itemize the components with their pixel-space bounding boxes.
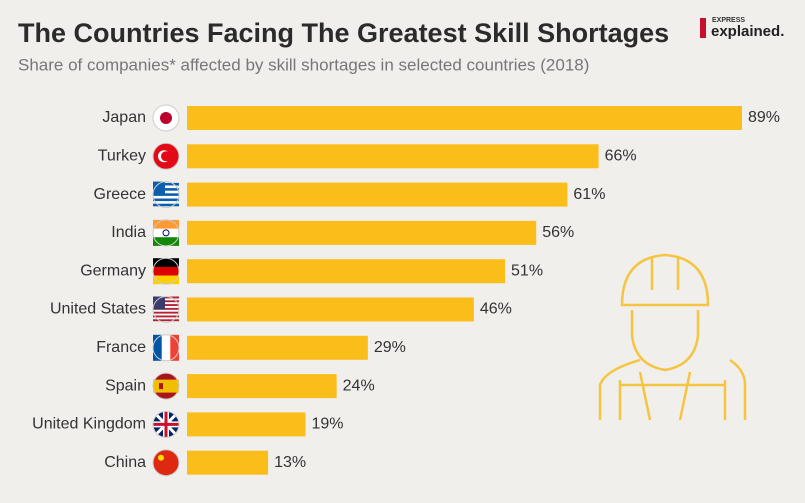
flag	[153, 307, 179, 310]
flag	[170, 334, 179, 361]
bar	[187, 144, 599, 169]
flag	[153, 237, 179, 246]
flag-icon	[152, 142, 180, 170]
flag	[153, 296, 179, 299]
value-label: 61%	[573, 186, 605, 203]
bar	[187, 374, 337, 399]
value-label: 66%	[605, 148, 637, 165]
flag	[153, 182, 179, 186]
value-label: 46%	[480, 301, 512, 318]
category-label: India	[111, 224, 146, 241]
category-label: Greece	[94, 186, 147, 203]
flag	[158, 454, 164, 461]
flag	[153, 258, 179, 267]
flag-icon	[152, 219, 180, 247]
flag	[153, 219, 179, 229]
value-label: 29%	[374, 339, 406, 356]
flag-border	[152, 449, 180, 477]
flag-icon	[152, 257, 180, 285]
flag	[153, 300, 179, 303]
flag-border	[152, 372, 180, 400]
flag-icon	[152, 410, 180, 438]
bar	[187, 297, 474, 322]
category-label: Spain	[105, 377, 146, 394]
flag-icon	[152, 296, 180, 323]
bar	[187, 412, 306, 437]
logo-mark	[700, 18, 706, 38]
flag-icon	[152, 449, 180, 477]
flag	[153, 193, 179, 196]
flag-border	[152, 181, 180, 209]
chart-title: The Countries Facing The Greatest Skill …	[18, 18, 669, 48]
flag	[153, 379, 179, 393]
category-label: Turkey	[98, 148, 146, 165]
bar	[187, 220, 537, 245]
flag-border	[152, 257, 180, 285]
category-label: China	[104, 454, 146, 471]
flag	[153, 411, 179, 438]
value-label: 13%	[274, 454, 306, 471]
flag	[160, 112, 172, 124]
bar	[187, 450, 269, 475]
flag-border	[152, 142, 180, 170]
category-label: Japan	[102, 109, 146, 126]
flag	[153, 311, 179, 314]
flag	[153, 275, 179, 285]
category-label: United Kingdom	[32, 416, 146, 433]
flag-border	[152, 104, 180, 132]
flag-icon	[152, 372, 180, 400]
flag	[161, 151, 171, 162]
flag	[153, 315, 179, 318]
flag	[153, 319, 179, 322]
value-label: 51%	[511, 262, 543, 279]
flag-icon	[152, 104, 180, 132]
category-label: Germany	[80, 262, 146, 279]
category-label: United States	[50, 301, 146, 318]
logo-main: explained.	[711, 23, 784, 40]
flag-border	[152, 219, 180, 247]
flag-icon	[152, 181, 180, 209]
flag	[159, 383, 163, 390]
flag-border	[152, 334, 180, 362]
bar	[187, 335, 368, 360]
bar	[187, 182, 568, 207]
logo: EXPRESS explained.	[700, 17, 784, 40]
value-label: 89%	[748, 109, 780, 126]
flag	[153, 296, 165, 310]
value-label: 56%	[542, 224, 574, 241]
flag-border	[152, 410, 180, 438]
flag-border	[152, 296, 180, 323]
category-label: France	[96, 339, 146, 356]
value-label: 24%	[343, 377, 375, 394]
flag	[153, 188, 179, 191]
flag	[162, 229, 170, 237]
flag-icon	[152, 334, 180, 362]
bar	[187, 259, 506, 284]
flag	[153, 181, 165, 194]
flag	[153, 198, 179, 202]
value-label: 19%	[311, 416, 343, 433]
worker-icon	[598, 253, 747, 421]
chart-subtitle: Share of companies* affected by skill sh…	[18, 55, 589, 74]
flag	[153, 203, 179, 207]
bar	[187, 106, 742, 130]
flag	[153, 304, 179, 306]
logo-small: EXPRESS	[712, 17, 745, 24]
flag	[153, 334, 162, 361]
